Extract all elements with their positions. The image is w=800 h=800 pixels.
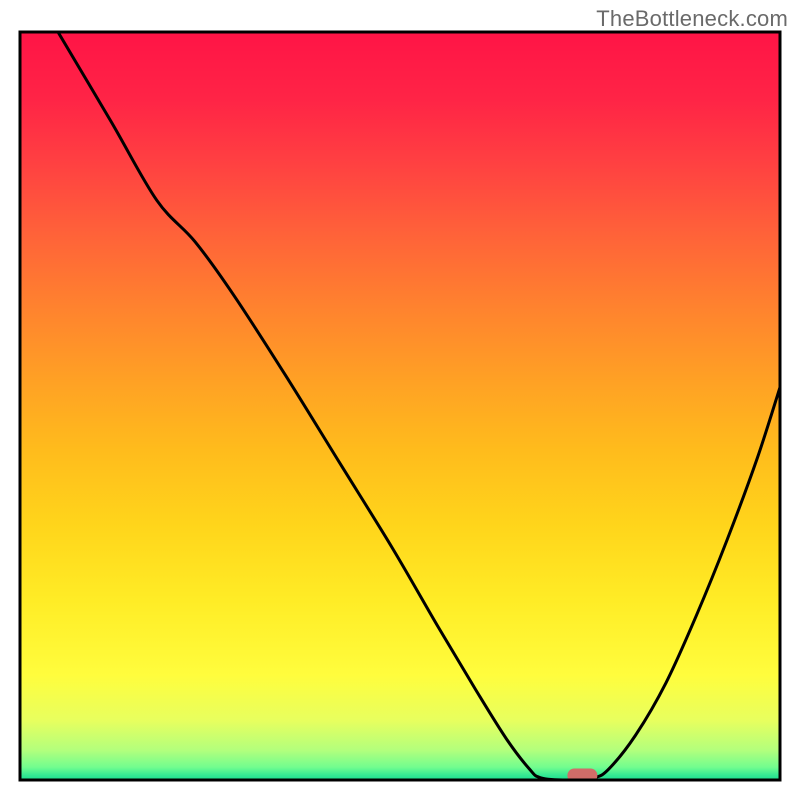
gradient-background: [20, 32, 780, 780]
plot-area: [20, 32, 780, 783]
chart-container: TheBottleneck.com: [0, 0, 800, 800]
watermark-label: TheBottleneck.com: [596, 6, 788, 32]
bottleneck-chart: [0, 0, 800, 800]
